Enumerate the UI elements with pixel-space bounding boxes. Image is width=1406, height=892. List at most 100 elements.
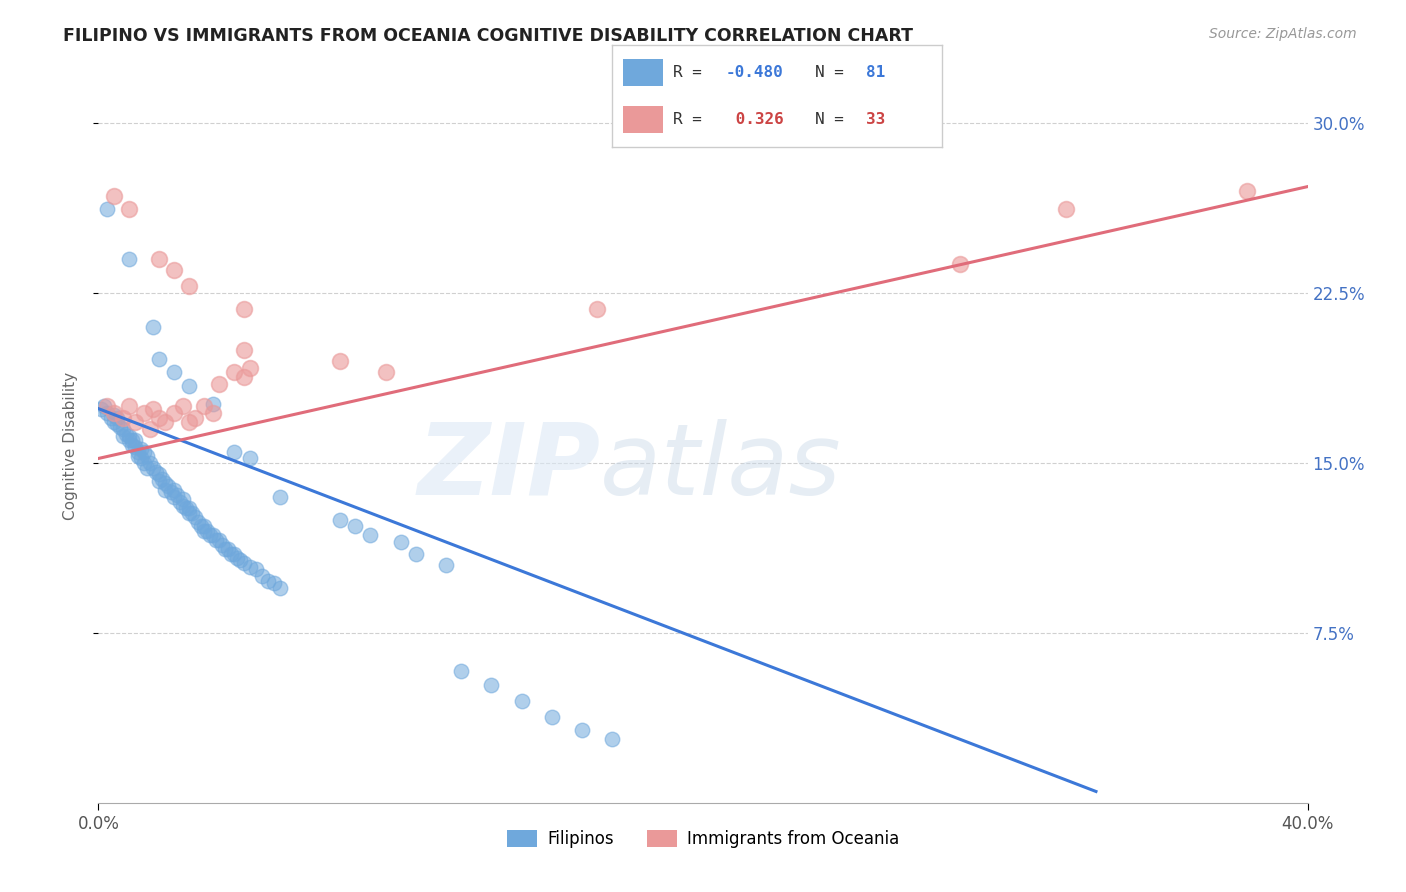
Point: [172, 492, 194, 507]
Point: [142, 401, 165, 416]
Point: [132, 456, 155, 470]
Point: [195, 524, 218, 538]
Point: [405, 547, 427, 561]
Point: [224, 444, 246, 458]
Point: [586, 301, 609, 316]
Point: [179, 379, 201, 393]
Point: [163, 365, 186, 379]
Point: [224, 547, 246, 561]
Text: 81: 81: [866, 65, 886, 79]
Point: [540, 709, 562, 723]
Point: [374, 365, 396, 379]
Point: [100, 410, 122, 425]
Point: [118, 429, 141, 443]
Point: [208, 533, 231, 547]
Point: [949, 257, 972, 271]
Point: [172, 499, 194, 513]
Point: [142, 320, 165, 334]
Point: [245, 562, 267, 576]
Point: [181, 506, 204, 520]
Point: [239, 560, 262, 574]
Point: [481, 678, 503, 692]
Point: [124, 440, 146, 454]
Point: [184, 410, 207, 425]
Point: [202, 397, 225, 411]
Text: 33: 33: [866, 112, 886, 127]
Point: [202, 406, 225, 420]
Text: ZIP: ZIP: [418, 419, 600, 516]
Text: 0.326: 0.326: [725, 112, 783, 127]
Point: [148, 351, 170, 366]
Point: [193, 524, 215, 538]
Point: [200, 528, 222, 542]
Point: [169, 494, 191, 508]
Point: [250, 569, 273, 583]
Text: -0.480: -0.480: [725, 65, 783, 79]
Point: [510, 694, 533, 708]
Point: [118, 434, 141, 448]
Point: [224, 365, 246, 379]
Point: [172, 400, 194, 414]
Point: [145, 465, 167, 479]
Point: [108, 419, 131, 434]
Point: [163, 263, 186, 277]
Point: [239, 451, 262, 466]
Point: [184, 510, 207, 524]
Point: [121, 438, 143, 452]
Point: [163, 406, 186, 420]
Point: [193, 519, 215, 533]
Text: N =: N =: [815, 65, 853, 79]
Point: [179, 506, 201, 520]
Point: [118, 400, 141, 414]
Point: [174, 501, 197, 516]
Point: [214, 542, 236, 557]
Point: [163, 490, 186, 504]
Point: [190, 519, 212, 533]
Point: [118, 252, 141, 266]
Point: [148, 410, 170, 425]
Point: [179, 415, 201, 429]
Text: R =: R =: [672, 112, 711, 127]
Point: [226, 551, 249, 566]
Point: [111, 422, 134, 436]
Point: [103, 415, 125, 429]
Point: [269, 490, 291, 504]
Point: [256, 574, 278, 588]
Point: [329, 354, 352, 368]
Point: [103, 406, 125, 420]
Point: [187, 515, 209, 529]
Text: FILIPINO VS IMMIGRANTS FROM OCEANIA COGNITIVE DISABILITY CORRELATION CHART: FILIPINO VS IMMIGRANTS FROM OCEANIA COGN…: [63, 27, 914, 45]
Point: [135, 460, 157, 475]
Point: [124, 434, 146, 448]
Point: [389, 535, 412, 549]
Point: [211, 537, 233, 551]
Point: [179, 279, 201, 293]
Point: [124, 415, 146, 429]
Point: [156, 478, 179, 492]
Point: [90, 401, 112, 416]
Point: [96, 400, 118, 414]
Point: [148, 252, 170, 266]
Point: [142, 460, 165, 475]
Point: [208, 376, 231, 391]
Y-axis label: Cognitive Disability: Cognitive Disability: [63, 372, 77, 520]
Point: [202, 528, 225, 542]
Point: [232, 343, 254, 357]
Legend: Filipinos, Immigrants from Oceania: Filipinos, Immigrants from Oceania: [501, 823, 905, 855]
Point: [148, 467, 170, 482]
Point: [105, 410, 128, 425]
Point: [232, 556, 254, 570]
Point: [148, 474, 170, 488]
Point: [239, 360, 262, 375]
Point: [160, 485, 183, 500]
Point: [1236, 184, 1258, 198]
Point: [269, 581, 291, 595]
Point: [344, 519, 367, 533]
Point: [450, 665, 472, 679]
Point: [103, 409, 125, 423]
Point: [111, 410, 134, 425]
Point: [193, 400, 215, 414]
Point: [434, 558, 457, 572]
Text: atlas: atlas: [600, 419, 842, 516]
Point: [221, 547, 243, 561]
